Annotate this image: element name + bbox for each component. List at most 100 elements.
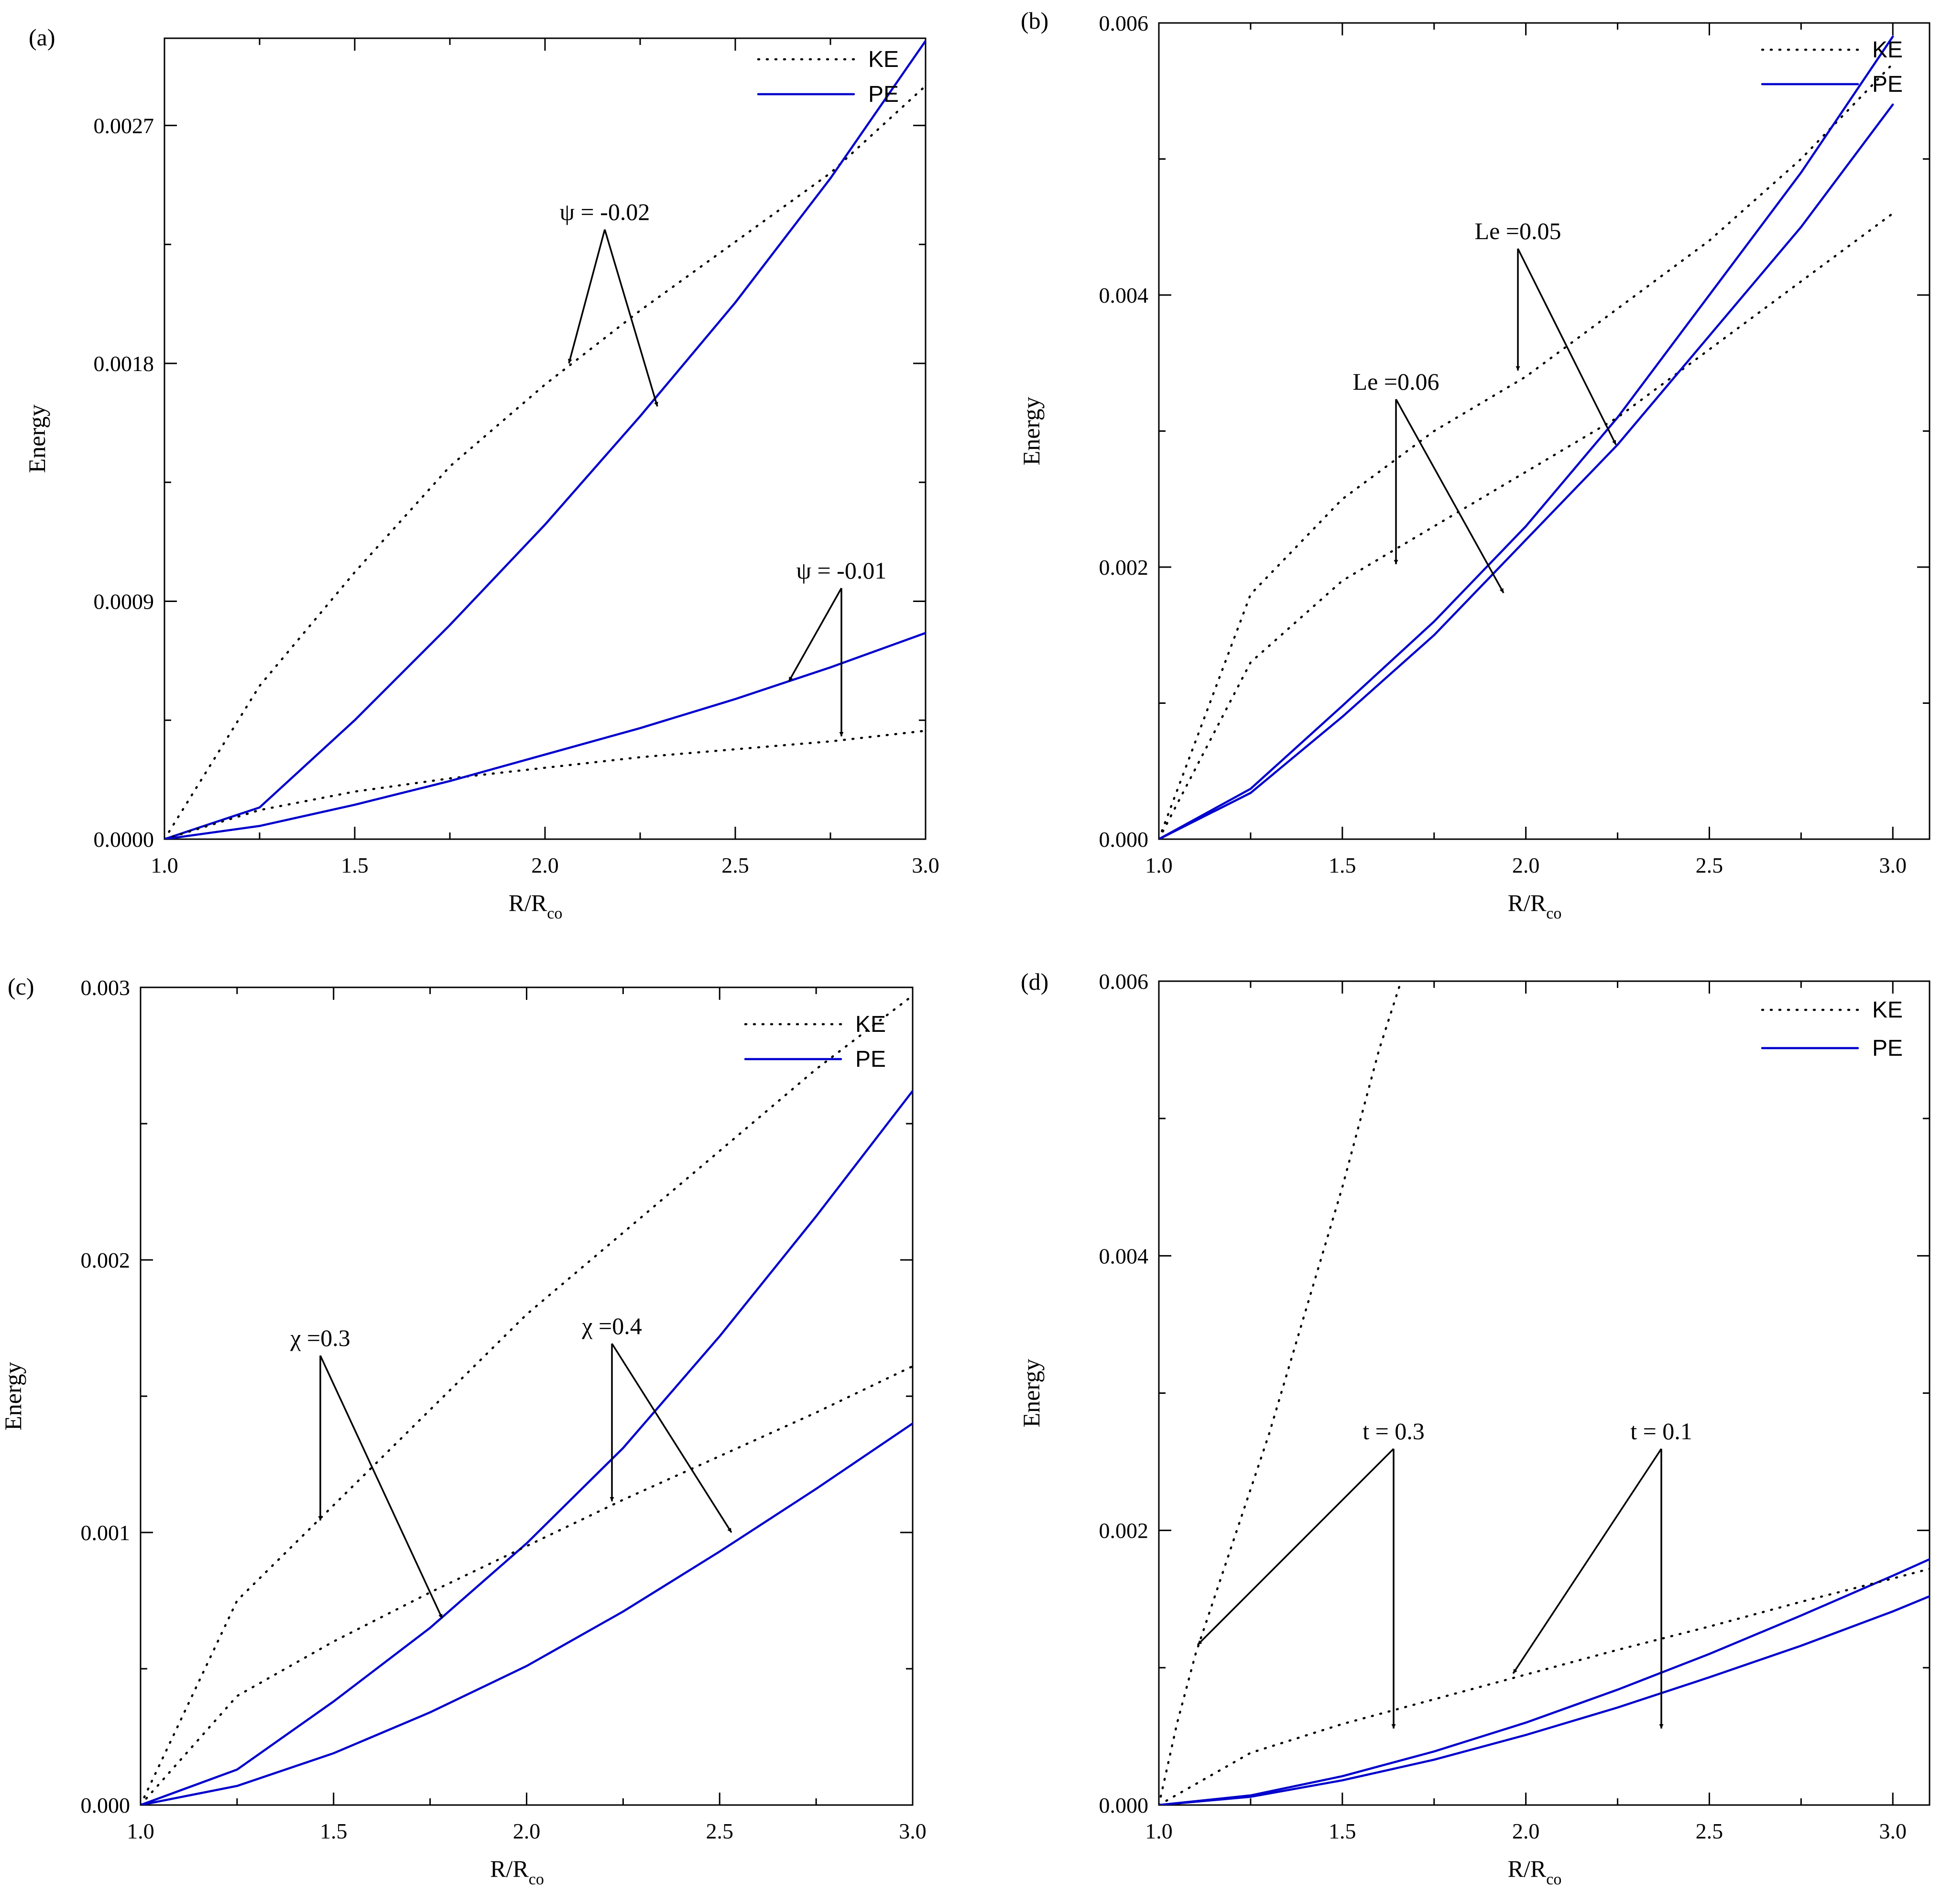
plot-frame-d <box>1158 980 1930 1806</box>
legend-label-ke-a: KE <box>868 47 899 72</box>
panel-b: (b) 1.0 1.5 2.0 2.5 3.0 0.000 0.002 0.004 0.006 R/… <box>1018 7 1930 922</box>
legend-label-pe-c: PE <box>855 1047 886 1072</box>
x-axis-label-sub: co <box>1546 905 1561 922</box>
y-axis-label-a: Energy <box>23 405 50 473</box>
x-tick-label-a: 1.5 <box>341 853 369 877</box>
series-line-pe-a-2 <box>164 40 926 839</box>
y-axis-label-c: Energy <box>0 1362 26 1430</box>
legend-label-pe-a: PE <box>868 82 899 107</box>
panel-label-d: (d) <box>1021 968 1048 995</box>
y-tick-label-a: 0.0027 <box>94 113 154 138</box>
y-tick-label-a: 0.0018 <box>94 351 154 376</box>
x-axis-label-sub: co <box>529 1871 544 1888</box>
x-tick-label-b: 1.5 <box>1329 853 1356 877</box>
x-tick-label-d: 3.0 <box>1879 1819 1907 1843</box>
legend-label-ke-b: KE <box>1872 37 1903 63</box>
series-line-ke-d-3 <box>1159 1567 1930 1805</box>
x-tick-label-c: 2.0 <box>513 1819 541 1843</box>
series-line-pe-d-4 <box>1159 1595 1930 1805</box>
x-axis-label-b: R/Rco <box>1508 889 1562 922</box>
x-axis-label-main: R/R <box>1508 889 1547 916</box>
legend-label-pe-b: PE <box>1872 72 1903 97</box>
y-tick-label-c: 0.003 <box>81 975 131 1000</box>
y-tick-label-b: 0.006 <box>1099 11 1149 35</box>
curves-c <box>141 994 913 1805</box>
series-line-pe-b-2 <box>1159 35 1894 839</box>
x-tick-label-b: 2.5 <box>1696 853 1723 877</box>
x-axis-label-main: R/R <box>1508 1855 1547 1882</box>
x-axis-label-d: R/Rco <box>1508 1855 1562 1888</box>
panel-label-b: (b) <box>1021 7 1048 34</box>
annotation-arrow-b-2-2 <box>1395 399 1505 593</box>
y-tick-label-c: 0.000 <box>81 1793 131 1817</box>
annotation-label-a-1: ψ = -0.02 <box>560 198 650 225</box>
annotation-arrow-d-2-1 <box>1512 1448 1662 1674</box>
annotation-arrow-a-1-2 <box>604 229 658 407</box>
y-tick-label-c: 0.001 <box>81 1521 131 1545</box>
annotation-arrow-b-1-2 <box>1517 248 1617 445</box>
x-axis-label-a: R/Rco <box>509 889 563 922</box>
series-line-pe-c-4 <box>141 1422 913 1805</box>
x-tick-label-c: 3.0 <box>899 1819 927 1843</box>
series-line-ke-a-1 <box>164 85 926 839</box>
series-line-pe-a-4 <box>164 632 926 839</box>
annotation-label-c-1: χ =0.3 <box>290 1324 350 1351</box>
x-tick-label-c: 1.0 <box>127 1819 154 1843</box>
x-tick-label-a: 1.0 <box>151 853 178 877</box>
annotation-label-b-1: Le =0.05 <box>1475 218 1561 244</box>
series-line-ke-d-1 <box>1159 981 1402 1805</box>
legend-label-pe-d: PE <box>1872 1036 1903 1061</box>
series-line-ke-a-3 <box>164 730 926 839</box>
y-tick-label-c: 0.002 <box>81 1248 131 1272</box>
x-tick-label-d: 1.0 <box>1145 1819 1173 1843</box>
series-line-pe-b-4 <box>1159 103 1894 839</box>
x-tick-label-b: 3.0 <box>1879 853 1907 877</box>
y-tick-label-d: 0.004 <box>1099 1244 1149 1268</box>
x-axis-label-sub: co <box>547 905 562 922</box>
annotation-arrow-c-1-2 <box>319 1355 443 1619</box>
series-line-ke-c-3 <box>141 1365 913 1805</box>
annotation-label-d-1: t = 0.3 <box>1363 1418 1425 1444</box>
annotation-arrow-c-2-2 <box>611 1343 732 1533</box>
y-tick-label-d: 0.000 <box>1099 1793 1149 1817</box>
y-axis-label-d: Energy <box>1018 1359 1045 1427</box>
y-tick-label-d: 0.002 <box>1099 1519 1149 1543</box>
y-tick-label-b: 0.000 <box>1099 827 1149 852</box>
x-tick-label-a: 2.5 <box>721 853 749 877</box>
panel-d: (d) 1.0 1.5 2.0 2.5 3.0 0.000 0.002 0.004 0.006 R/… <box>1018 968 1930 1888</box>
annotation-arrow-d-1-1 <box>1197 1448 1395 1646</box>
series-line-ke-c-1 <box>141 994 913 1805</box>
x-axis-label-sub: co <box>1546 1871 1561 1888</box>
x-tick-label-b: 1.0 <box>1145 853 1173 877</box>
curves-a <box>164 40 926 839</box>
y-tick-label-a: 0.0000 <box>94 827 154 852</box>
x-axis-label-main: R/R <box>509 889 547 916</box>
x-tick-label-d: 2.0 <box>1512 1819 1540 1843</box>
annotation-label-a-2: ψ = -0.01 <box>796 557 887 584</box>
curves-d <box>1159 981 1930 1805</box>
panel-label-a: (a) <box>29 24 55 51</box>
x-tick-label-a: 2.0 <box>531 853 559 877</box>
series-line-pe-c-2 <box>141 1090 913 1805</box>
annotation-arrow-a-2-1 <box>788 588 842 682</box>
x-axis-label-c: R/Rco <box>490 1855 544 1888</box>
y-tick-label-d: 0.006 <box>1099 969 1149 994</box>
x-axis-label-main: R/R <box>490 1855 529 1882</box>
annotation-label-b-2: Le =0.06 <box>1353 368 1439 395</box>
x-tick-label-b: 2.0 <box>1512 853 1540 877</box>
annotation-label-c-2: χ =0.4 <box>581 1313 642 1339</box>
panel-c: (c) 1.0 1.5 2.0 2.5 3.0 0.000 0.001 0.002 0.003 R/… <box>0 973 927 1888</box>
y-tick-label-a: 0.0009 <box>94 589 154 613</box>
legend-label-ke-d: KE <box>1872 997 1903 1023</box>
plot-frame-a <box>164 37 927 840</box>
panel-a: (a) 1.0 1.5 2.0 2.5 3.0 0.0000 0.0009 0.0018 0.00… <box>23 24 939 922</box>
y-axis-label-b: Energy <box>1018 397 1045 465</box>
plot-frame-b <box>1158 22 1930 840</box>
annotation-label-d-2: t = 0.1 <box>1630 1418 1692 1444</box>
y-tick-label-b: 0.002 <box>1099 555 1149 580</box>
series-line-pe-d-2 <box>1159 1558 1930 1805</box>
y-tick-label-b: 0.004 <box>1099 283 1149 307</box>
plot-frame-c <box>140 986 914 1806</box>
annotation-arrow-a-1-1 <box>567 229 606 364</box>
